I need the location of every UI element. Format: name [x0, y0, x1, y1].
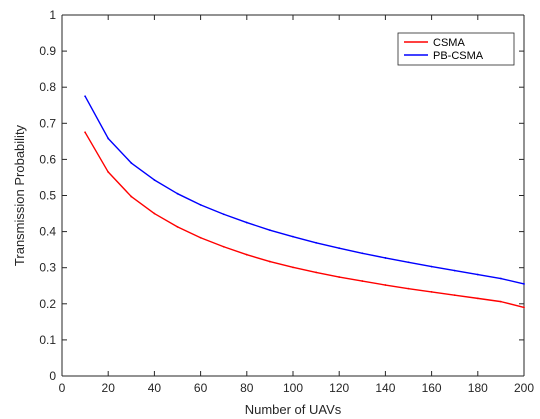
- data-point: [107, 171, 110, 173]
- data-point: [269, 229, 271, 232]
- data-point: [84, 131, 86, 134]
- data-point: [476, 297, 479, 300]
- data-point: [199, 203, 202, 206]
- y-tick-label: 0.6: [39, 152, 56, 166]
- x-tick-label: 140: [375, 381, 395, 395]
- data-point: [176, 226, 179, 228]
- data-point: [523, 306, 525, 309]
- x-tick-label: 80: [240, 381, 254, 395]
- x-tick-label: 200: [514, 381, 534, 395]
- data-point: [361, 252, 364, 255]
- data-point: [338, 247, 341, 250]
- plot-area: [62, 15, 524, 376]
- data-point: [222, 213, 225, 216]
- x-tick-label: 20: [102, 381, 116, 395]
- x-tick-label: 40: [148, 381, 162, 395]
- y-tick-label: 0.2: [39, 297, 56, 311]
- y-tick-label: 0.9: [39, 44, 56, 58]
- data-point: [84, 95, 86, 98]
- x-tick-label: 180: [468, 381, 488, 395]
- data-point: [453, 269, 456, 272]
- data-point: [153, 212, 156, 215]
- data-point: [245, 253, 248, 256]
- y-tick-label: 1: [49, 8, 56, 22]
- data-point: [315, 241, 317, 244]
- data-point: [500, 277, 502, 280]
- series-line-csma: [84, 131, 525, 309]
- legend-label: PB-CSMA: [433, 50, 484, 62]
- data-point: [130, 162, 133, 164]
- y-tick-label: 0.1: [39, 333, 56, 347]
- y-tick-label: 0.5: [39, 189, 56, 203]
- data-point: [453, 294, 456, 297]
- data-point: [199, 236, 202, 239]
- y-tick-label: 0.8: [39, 80, 56, 94]
- legend-label: CSMA: [433, 37, 465, 49]
- x-axis-label: Number of UAVs: [245, 402, 342, 417]
- data-point: [176, 192, 179, 195]
- data-point: [315, 271, 317, 274]
- y-axis-label: Transmission Probability: [12, 124, 27, 266]
- data-point: [384, 257, 387, 259]
- x-tick-label: 60: [194, 381, 208, 395]
- data-point: [523, 283, 525, 285]
- series-line-pb-csma: [84, 95, 525, 285]
- data-point: [361, 280, 364, 282]
- data-point: [407, 261, 410, 264]
- x-tick-label: 0: [59, 381, 66, 395]
- y-tick-label: 0.4: [39, 225, 56, 239]
- legend-box: [397, 32, 515, 66]
- data-point: [130, 195, 133, 198]
- data-point: [430, 265, 433, 268]
- data-point: [107, 137, 110, 140]
- data-point: [338, 276, 341, 278]
- data-point: [476, 273, 479, 276]
- data-point: [269, 260, 271, 263]
- data-point: [245, 221, 248, 224]
- data-point: [153, 179, 156, 181]
- data-point: [292, 266, 294, 269]
- y-tick-label: 0.7: [39, 116, 56, 130]
- x-tick-label: 120: [329, 381, 349, 395]
- x-tick-label: 100: [283, 381, 303, 395]
- x-tick-label: 160: [422, 381, 442, 395]
- y-tick-label: 0.3: [39, 261, 56, 275]
- data-point: [292, 235, 294, 238]
- y-tick-label: 0: [49, 369, 56, 383]
- data-point: [222, 245, 225, 248]
- data-point: [407, 287, 410, 290]
- data-point: [500, 300, 502, 303]
- data-point: [384, 284, 387, 286]
- data-point: [430, 290, 433, 293]
